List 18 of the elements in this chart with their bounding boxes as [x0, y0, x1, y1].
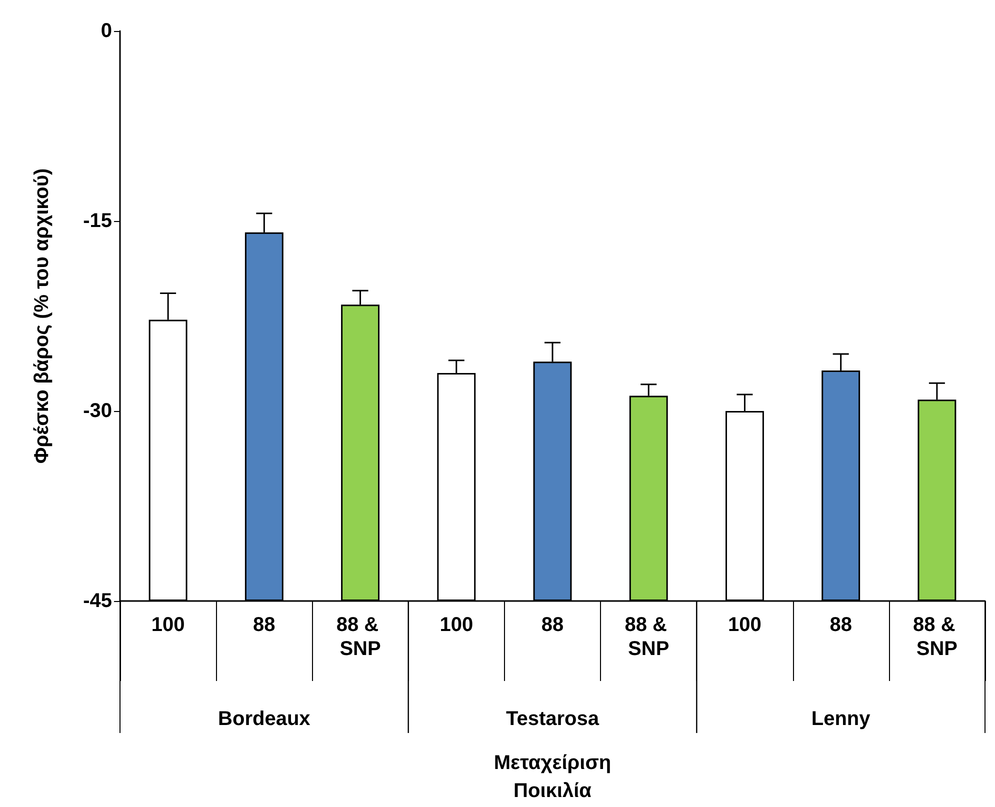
text: Bordeaux	[218, 708, 310, 730]
x-tick-label: 100	[440, 614, 474, 636]
x-tick-label: 88 & SNP	[624, 614, 673, 660]
y-axis-title: Φρέσκο βάρος (% του αρχικού)	[31, 168, 53, 464]
x-tick-label: 100	[151, 614, 185, 636]
x-tick-label: 88	[253, 614, 276, 636]
x-tick-label: 88	[830, 614, 852, 636]
y-tick-label: -45	[83, 590, 112, 612]
y-tick-label: 0	[100, 20, 112, 42]
y-tick-label: -30	[83, 400, 112, 422]
x-tick-label: 88 & SNP	[913, 614, 961, 660]
x-axis-title: Μεταχείριση Ποικιλία	[494, 752, 612, 802]
x-tick-label: 100	[728, 614, 762, 636]
text: Lenny	[811, 708, 872, 730]
x-tick-label: 88	[541, 614, 564, 636]
y-tick-label: -15	[83, 210, 112, 232]
text: Testarosa	[506, 708, 600, 730]
x-tick-label: 88 & SNP	[336, 614, 384, 660]
